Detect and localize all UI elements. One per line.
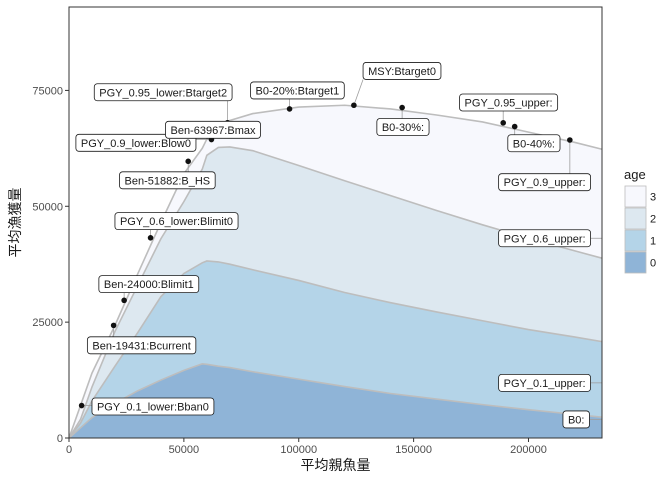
x-tick-label: 0 xyxy=(66,444,72,456)
annotation-box xyxy=(376,118,430,136)
legend-label: 0 xyxy=(650,258,656,270)
annotation-label: PGY_0.6_upper: xyxy=(498,229,591,248)
annotation-text: B0: xyxy=(568,414,585,426)
annotation-point xyxy=(351,102,357,109)
y-axis-title: 平均漁獲量 xyxy=(8,188,24,258)
annotation-labels: PGY_0.1_lower:Bban0 Ben-19431:Bcurrent Ben… xyxy=(75,62,591,429)
annotation-box xyxy=(91,397,215,416)
annotation-label: Ben-24000:Blimit1 xyxy=(98,275,200,294)
annotation-box xyxy=(86,336,197,355)
legend: age 3 2 1 0 xyxy=(624,167,656,274)
panel-border xyxy=(68,6,603,439)
annotation-text: PGY_0.95_upper: xyxy=(465,97,553,109)
annotation-label: Ben-51882:B_HS xyxy=(119,171,216,190)
annotation-label: PGY_0.95_lower:Btarget2 xyxy=(93,83,233,102)
annotation-box xyxy=(250,81,345,100)
y-tick-label: 0 xyxy=(57,433,63,445)
annotation-label: B0: xyxy=(562,410,590,429)
legend-title: age xyxy=(624,167,646,182)
x-tick-label: 150000 xyxy=(395,444,432,456)
annotation-text: Ben-51882:B_HS xyxy=(125,175,211,187)
legend-label: 1 xyxy=(650,236,656,248)
annotation-label: Ben-19431:Bcurrent xyxy=(86,336,197,355)
x-axis: 0 50000 100000 150000 200000 xyxy=(66,438,547,456)
annotation-point xyxy=(147,234,154,241)
x-tick-label: 50000 xyxy=(169,444,200,456)
annotation-text: PGY_0.6_upper: xyxy=(504,233,586,245)
annotation-point xyxy=(78,402,85,409)
annotation-text: PGY_0.95_lower:Btarget2 xyxy=(99,87,227,99)
annotation-box xyxy=(498,229,591,248)
annotation-point xyxy=(121,297,127,304)
annotation-text: PGY_0.9_upper: xyxy=(504,177,586,189)
annotation-box xyxy=(93,83,233,102)
annotation-label: PGY_0.9_upper: xyxy=(498,173,591,192)
annotation-point xyxy=(500,120,507,126)
annotation-label: PGY_0.9_lower:Blow0 xyxy=(75,133,197,152)
annotation-label: PGY_0.1_upper: xyxy=(498,373,591,392)
x-tick-label: 100000 xyxy=(280,444,317,456)
annotation-point xyxy=(511,123,518,130)
annotation-text: PGY_0.9_lower:Blow0 xyxy=(81,138,191,150)
annotation-label: MSY:Btarget0 xyxy=(362,62,442,80)
annotation-label: PGY_0.6_lower:Blimit0 xyxy=(114,212,239,231)
annotation-box xyxy=(498,173,591,192)
annotation-label: B0-40%: xyxy=(507,134,561,153)
annotation-box xyxy=(362,62,442,80)
y-axis: 0 25000 50000 75000 xyxy=(32,85,69,445)
annotation-box xyxy=(75,133,197,152)
legend-swatch-age-0 xyxy=(624,251,647,274)
annotation-text: PGY_0.1_upper: xyxy=(504,378,586,390)
annotation-text: PGY_0.1_lower:Bban0 xyxy=(97,401,209,413)
annotation-box xyxy=(114,212,239,231)
annotation-point xyxy=(110,322,117,329)
annotation-text: Ben-19431:Bcurrent xyxy=(92,340,190,352)
annotation-label: PGY_0.1_lower:Bban0 xyxy=(91,397,215,416)
area-age-0 xyxy=(69,363,602,438)
annotation-text: B0-30%: xyxy=(382,122,424,134)
annotation-label: B0-20%:Btarget1 xyxy=(250,81,345,100)
annotation-point xyxy=(567,137,573,143)
area-outline-age-1 xyxy=(68,260,603,439)
y-tick-label: 75000 xyxy=(32,85,63,97)
annotation-point xyxy=(185,158,191,165)
annotation-box xyxy=(119,171,216,190)
x-tick-label: 200000 xyxy=(510,444,547,456)
legend-label: 2 xyxy=(650,214,656,226)
annotation-text: B0-40%: xyxy=(513,138,555,150)
annotation-point xyxy=(399,104,405,111)
annotation-box xyxy=(562,410,590,429)
annotation-text: PGY_0.6_lower:Blimit0 xyxy=(120,216,233,228)
annotation-box xyxy=(98,275,200,294)
annotation-point xyxy=(286,106,293,112)
annotation-text: Ben-24000:Blimit1 xyxy=(104,279,194,291)
annotation-label: PGY_0.95_upper: xyxy=(459,93,559,112)
legend-swatch-age-2 xyxy=(624,207,647,230)
annotation-box xyxy=(165,120,261,139)
annotation-text: MSY:Btarget0 xyxy=(368,66,436,78)
y-tick-label: 50000 xyxy=(32,201,63,213)
x-axis-title: 平均親魚量 xyxy=(301,458,371,474)
area-outline-age-2 xyxy=(68,146,603,439)
annotation-text: Ben-63967:Bmax xyxy=(170,125,255,137)
annotation-box xyxy=(507,134,561,153)
y-tick-label: 25000 xyxy=(32,317,63,329)
annotation-box xyxy=(498,373,591,392)
annotation-leader xyxy=(353,79,364,106)
legend-swatch-age-1 xyxy=(624,229,647,252)
annotation-box xyxy=(459,93,559,112)
legend-label: 3 xyxy=(650,192,656,204)
annotation-text: B0-20%:Btarget1 xyxy=(255,85,339,97)
annotation-label: Ben-63967:Bmax xyxy=(165,120,261,139)
annotation-label: B0-30%: xyxy=(376,118,430,136)
legend-swatch-age-3 xyxy=(624,185,647,208)
